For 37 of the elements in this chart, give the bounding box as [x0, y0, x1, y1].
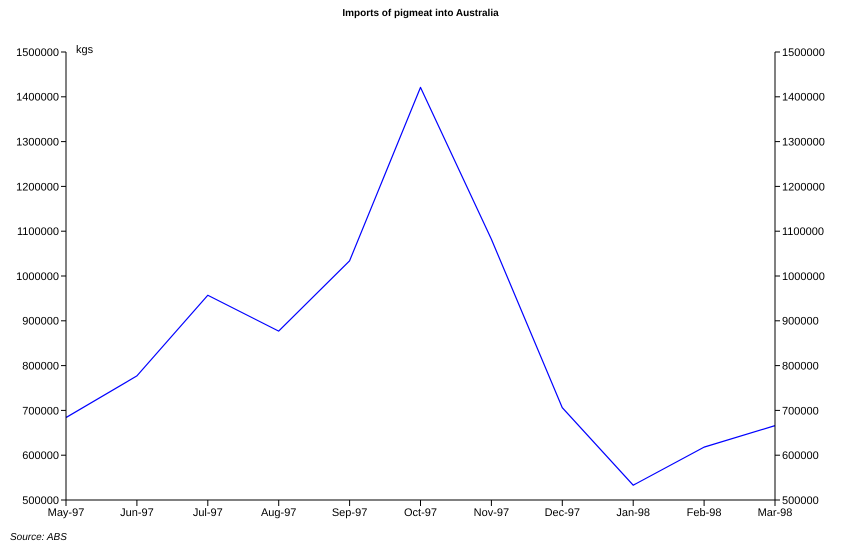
y2-tick-label: 1200000 — [782, 181, 825, 194]
x-tick-label: Dec-97 — [544, 506, 580, 519]
y-axis-title: kgs — [76, 44, 94, 56]
x-tick-label: Sep-97 — [332, 506, 368, 519]
chart-title: Imports of pigmeat into Australia — [341, 8, 500, 19]
y2-tick-label: 1500000 — [782, 46, 825, 59]
x-tick-label: Oct-97 — [404, 506, 438, 519]
y-tick-label: 1400000 — [16, 92, 59, 104]
y-tick-label: 600000 — [22, 450, 59, 462]
y2-tick-label: 600000 — [782, 450, 819, 462]
y-tick-label: 800000 — [22, 360, 59, 373]
x-tick-label: Jan-98 — [616, 506, 650, 519]
y2-tick-label: 1000000 — [782, 270, 825, 283]
y2-tick-label: 1300000 — [782, 136, 825, 149]
x-tick-label: Mar-98 — [758, 506, 792, 519]
y-tick-label: 1200000 — [16, 181, 59, 194]
y-tick-label: 700000 — [22, 405, 59, 418]
y2-tick-label: 700000 — [782, 405, 819, 418]
y-tick-label: 900000 — [22, 316, 59, 328]
y2-tick-label: 1400000 — [782, 92, 825, 104]
x-tick-label: Nov-97 — [474, 506, 510, 519]
y-tick-label: 1300000 — [16, 136, 59, 149]
y2-tick-label: 500000 — [782, 494, 819, 507]
y-tick-label: 500000 — [22, 494, 59, 507]
x-tick-label: Aug-97 — [260, 506, 296, 519]
y-tick-label: 1500000 — [16, 46, 59, 59]
y-tick-label: 1000000 — [16, 270, 59, 283]
y2-tick-label: 800000 — [782, 360, 819, 373]
x-tick-label: Jun-97 — [120, 506, 154, 519]
line-series — [65, 86, 776, 486]
y2-tick-label: 1100000 — [782, 226, 824, 238]
y2-tick-label: 900000 — [782, 316, 819, 328]
x-tick-label: Feb-98 — [686, 506, 722, 519]
x-tick-label: May-97 — [48, 506, 84, 519]
source-note: Source: ABS — [10, 532, 67, 543]
y-tick-label: 1100000 — [16, 226, 59, 238]
x-tick-label: Jul-97 — [192, 506, 223, 519]
